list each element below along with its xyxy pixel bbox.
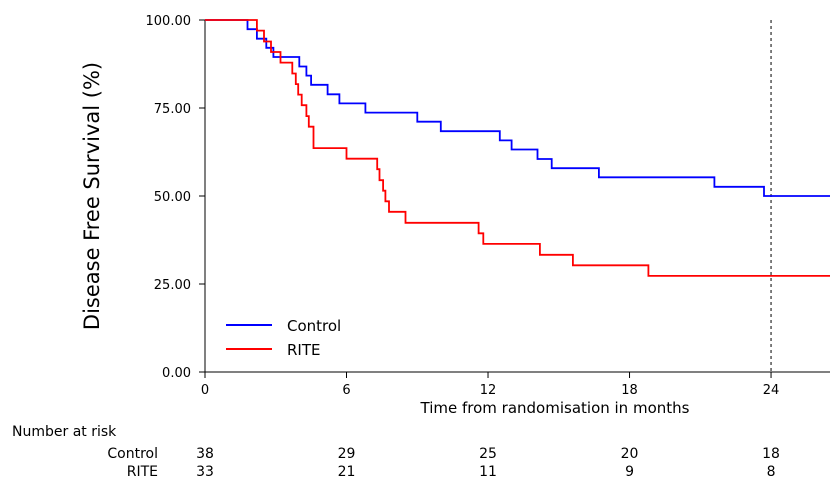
x-axis-label: Time from randomisation in months — [420, 399, 690, 417]
risk-count-rite: 21 — [338, 464, 356, 479]
x-tick-label: 0 — [201, 383, 209, 398]
risk-row-label-rite: RITE — [127, 464, 158, 479]
x-tick-label: 6 — [342, 383, 350, 398]
risk-count-control: 20 — [621, 446, 639, 462]
risk-count-control: 29 — [338, 446, 356, 462]
y-tick-label: 100.00 — [146, 14, 192, 29]
y-tick-label: 25.00 — [154, 278, 191, 293]
y-tick-label: 75.00 — [154, 102, 191, 117]
y-tick-label: 0.00 — [162, 366, 191, 381]
risk-count-control: 25 — [479, 446, 497, 462]
risk-count-rite: 8 — [767, 464, 776, 479]
risk-count-rite: 11 — [479, 464, 497, 479]
series-line-control — [205, 19, 830, 197]
risk-table-title: Number at risk — [12, 424, 117, 440]
x-tick-label: 24 — [763, 383, 780, 398]
series-line-rite — [205, 19, 830, 277]
risk-row-label-control: Control — [107, 446, 158, 462]
series-group — [205, 19, 830, 277]
y-tick-label: 50.00 — [154, 190, 191, 205]
risk-count-control: 18 — [762, 446, 780, 462]
risk-count-rite: 33 — [196, 464, 214, 479]
risk-table: Number at risk Control 38 29 25 20 18 RITE 33 21… — [12, 424, 780, 479]
risk-count-control: 38 — [196, 446, 214, 462]
x-tick-label: 12 — [480, 383, 497, 398]
legend-label-control: Control — [287, 317, 341, 335]
x-tick-label: 18 — [621, 383, 638, 398]
legend-label-rite: RITE — [287, 341, 321, 359]
axes: 0.00 25.00 50.00 75.00 100.00 0 6 12 18 24 — [146, 14, 830, 398]
y-axis-label: Disease Free Survival (%) — [80, 62, 104, 330]
legend: Control RITE — [226, 317, 341, 359]
risk-count-rite: 9 — [625, 464, 634, 479]
